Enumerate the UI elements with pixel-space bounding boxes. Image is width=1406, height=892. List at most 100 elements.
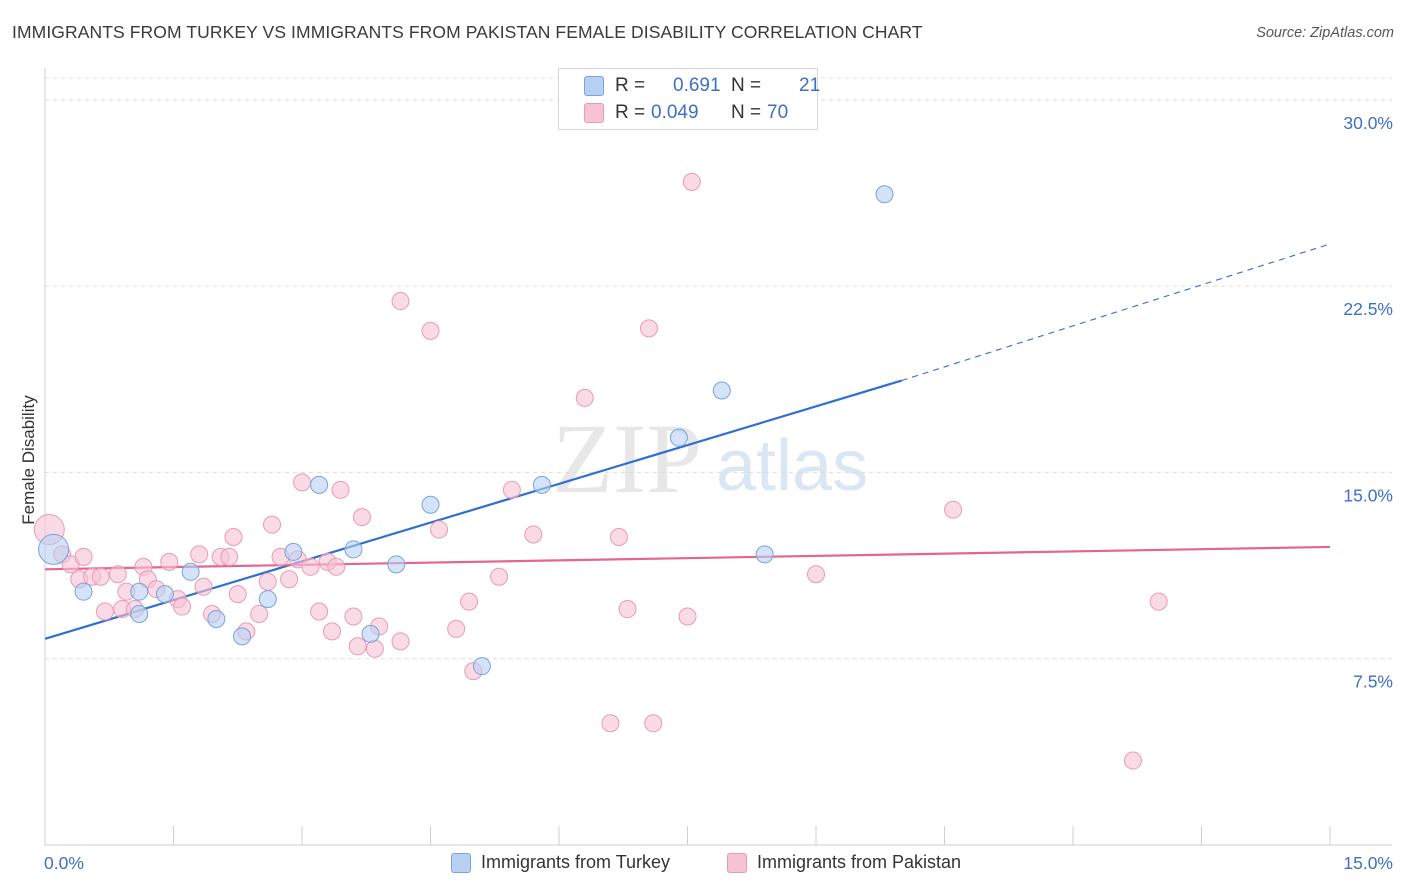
point-pakistan	[490, 567, 509, 586]
turkey-n-value: 21	[799, 75, 821, 96]
point-pakistan	[502, 480, 521, 499]
point-pakistan	[220, 547, 239, 566]
point-pakistan	[601, 714, 620, 733]
trend-line-pakistan	[44, 545, 1331, 571]
point-turkey	[74, 582, 93, 601]
point-turkey	[755, 545, 774, 564]
point-pakistan	[644, 714, 663, 733]
legend-label-pakistan: Immigrants from Pakistan	[757, 852, 962, 872]
point-pakistan	[250, 605, 269, 624]
point-pakistan	[391, 292, 410, 311]
point-pakistan	[95, 602, 114, 621]
point-pakistan	[322, 622, 341, 641]
point-turkey	[669, 428, 688, 447]
trend-line-turkey-extension	[901, 243, 1331, 382]
point-turkey	[387, 555, 406, 574]
pakistan-n-value: 70	[767, 102, 789, 123]
point-turkey	[181, 562, 200, 581]
point-pakistan	[74, 547, 93, 566]
point-pakistan	[575, 388, 594, 407]
point-turkey	[284, 542, 303, 561]
legend-swatch-pakistan	[727, 852, 747, 873]
point-turkey	[130, 582, 149, 601]
pakistan-r-value: 0.049	[651, 102, 699, 123]
point-pakistan	[228, 585, 247, 604]
data-points	[33, 172, 1168, 770]
legend-item-turkey[interactable]: Immigrants from Turkey	[451, 852, 670, 873]
point-pakistan	[421, 321, 440, 340]
turkey-swatch	[584, 76, 604, 96]
point-pakistan	[609, 528, 628, 547]
point-turkey	[472, 657, 491, 676]
axes	[44, 68, 1392, 846]
source-label: Source: ZipAtlas.com	[1256, 25, 1394, 41]
point-pakistan	[108, 565, 127, 584]
pakistan-n-label: N =	[731, 102, 762, 123]
turkey-r-value: 0.691	[673, 75, 721, 96]
point-turkey	[155, 585, 174, 604]
point-pakistan	[1149, 592, 1168, 611]
point-turkey	[258, 590, 277, 609]
point-pakistan	[344, 607, 363, 626]
point-pakistan	[301, 557, 320, 576]
point-turkey	[207, 609, 226, 628]
point-turkey	[361, 624, 380, 643]
point-pakistan	[194, 577, 213, 596]
legend-label-turkey: Immigrants from Turkey	[481, 852, 671, 872]
point-pakistan	[447, 619, 466, 638]
watermark-zip: ZIP	[552, 403, 702, 514]
point-pakistan	[331, 480, 350, 499]
point-pakistan	[327, 557, 346, 576]
point-pakistan	[430, 520, 449, 539]
y-tick-label: 30.0%	[1343, 113, 1393, 133]
point-pakistan	[682, 172, 701, 191]
y-axis-label: Female Disability	[19, 395, 38, 525]
point-turkey	[344, 540, 363, 559]
point-pakistan	[1123, 751, 1142, 770]
point-turkey	[875, 185, 894, 204]
point-pakistan	[944, 500, 963, 519]
point-turkey	[233, 627, 252, 646]
point-pakistan	[190, 545, 209, 564]
legend-item-pakistan[interactable]: Immigrants from Pakistan	[727, 852, 961, 873]
point-pakistan	[352, 508, 371, 527]
x-tick-label: 0.0%	[44, 853, 84, 873]
point-turkey	[421, 495, 440, 514]
y-tick-label: 22.5%	[1343, 299, 1393, 319]
point-pakistan	[91, 567, 110, 586]
point-turkey	[310, 475, 329, 494]
chart-title: IMMIGRANTS FROM TURKEY VS IMMIGRANTS FRO…	[12, 22, 923, 42]
pakistan-swatch	[584, 103, 604, 123]
point-turkey	[712, 381, 731, 400]
tick-labels: 7.5% 15.0% 22.5% 30.0% 0.0% 15.0%	[44, 113, 1393, 873]
y-tick-label: 7.5%	[1353, 672, 1393, 692]
point-turkey	[130, 605, 149, 624]
point-pakistan	[293, 473, 311, 492]
point-pakistan	[460, 592, 479, 611]
point-turkey	[532, 475, 551, 494]
turkey-n-label: N =	[731, 75, 762, 96]
watermark: ZIP atlas	[552, 403, 868, 514]
point-pakistan	[263, 515, 282, 534]
point-pakistan	[391, 632, 410, 651]
point-pakistan	[348, 637, 367, 656]
series-legend: Immigrants from Turkey Immigrants from P…	[0, 852, 1406, 878]
correlation-legend: R = 0.691 N = 21 R = 0.049 N = 70	[558, 68, 821, 130]
legend-swatch-turkey	[451, 852, 471, 873]
point-pakistan	[807, 565, 825, 584]
trend-lines	[44, 243, 1331, 640]
point-pakistan	[618, 600, 637, 619]
x-tick-label: 15.0%	[1343, 853, 1393, 873]
watermark-atlas: atlas	[716, 426, 868, 506]
point-pakistan	[258, 572, 277, 591]
point-pakistan	[365, 639, 384, 658]
trend-line-turkey	[44, 379, 902, 640]
point-pakistan	[173, 597, 192, 616]
pakistan-r-label: R =	[615, 102, 646, 123]
y-tick-label: 15.0%	[1343, 485, 1393, 505]
point-pakistan	[160, 552, 179, 571]
point-turkey	[38, 533, 70, 565]
point-pakistan	[639, 319, 658, 338]
point-pakistan	[224, 528, 243, 547]
